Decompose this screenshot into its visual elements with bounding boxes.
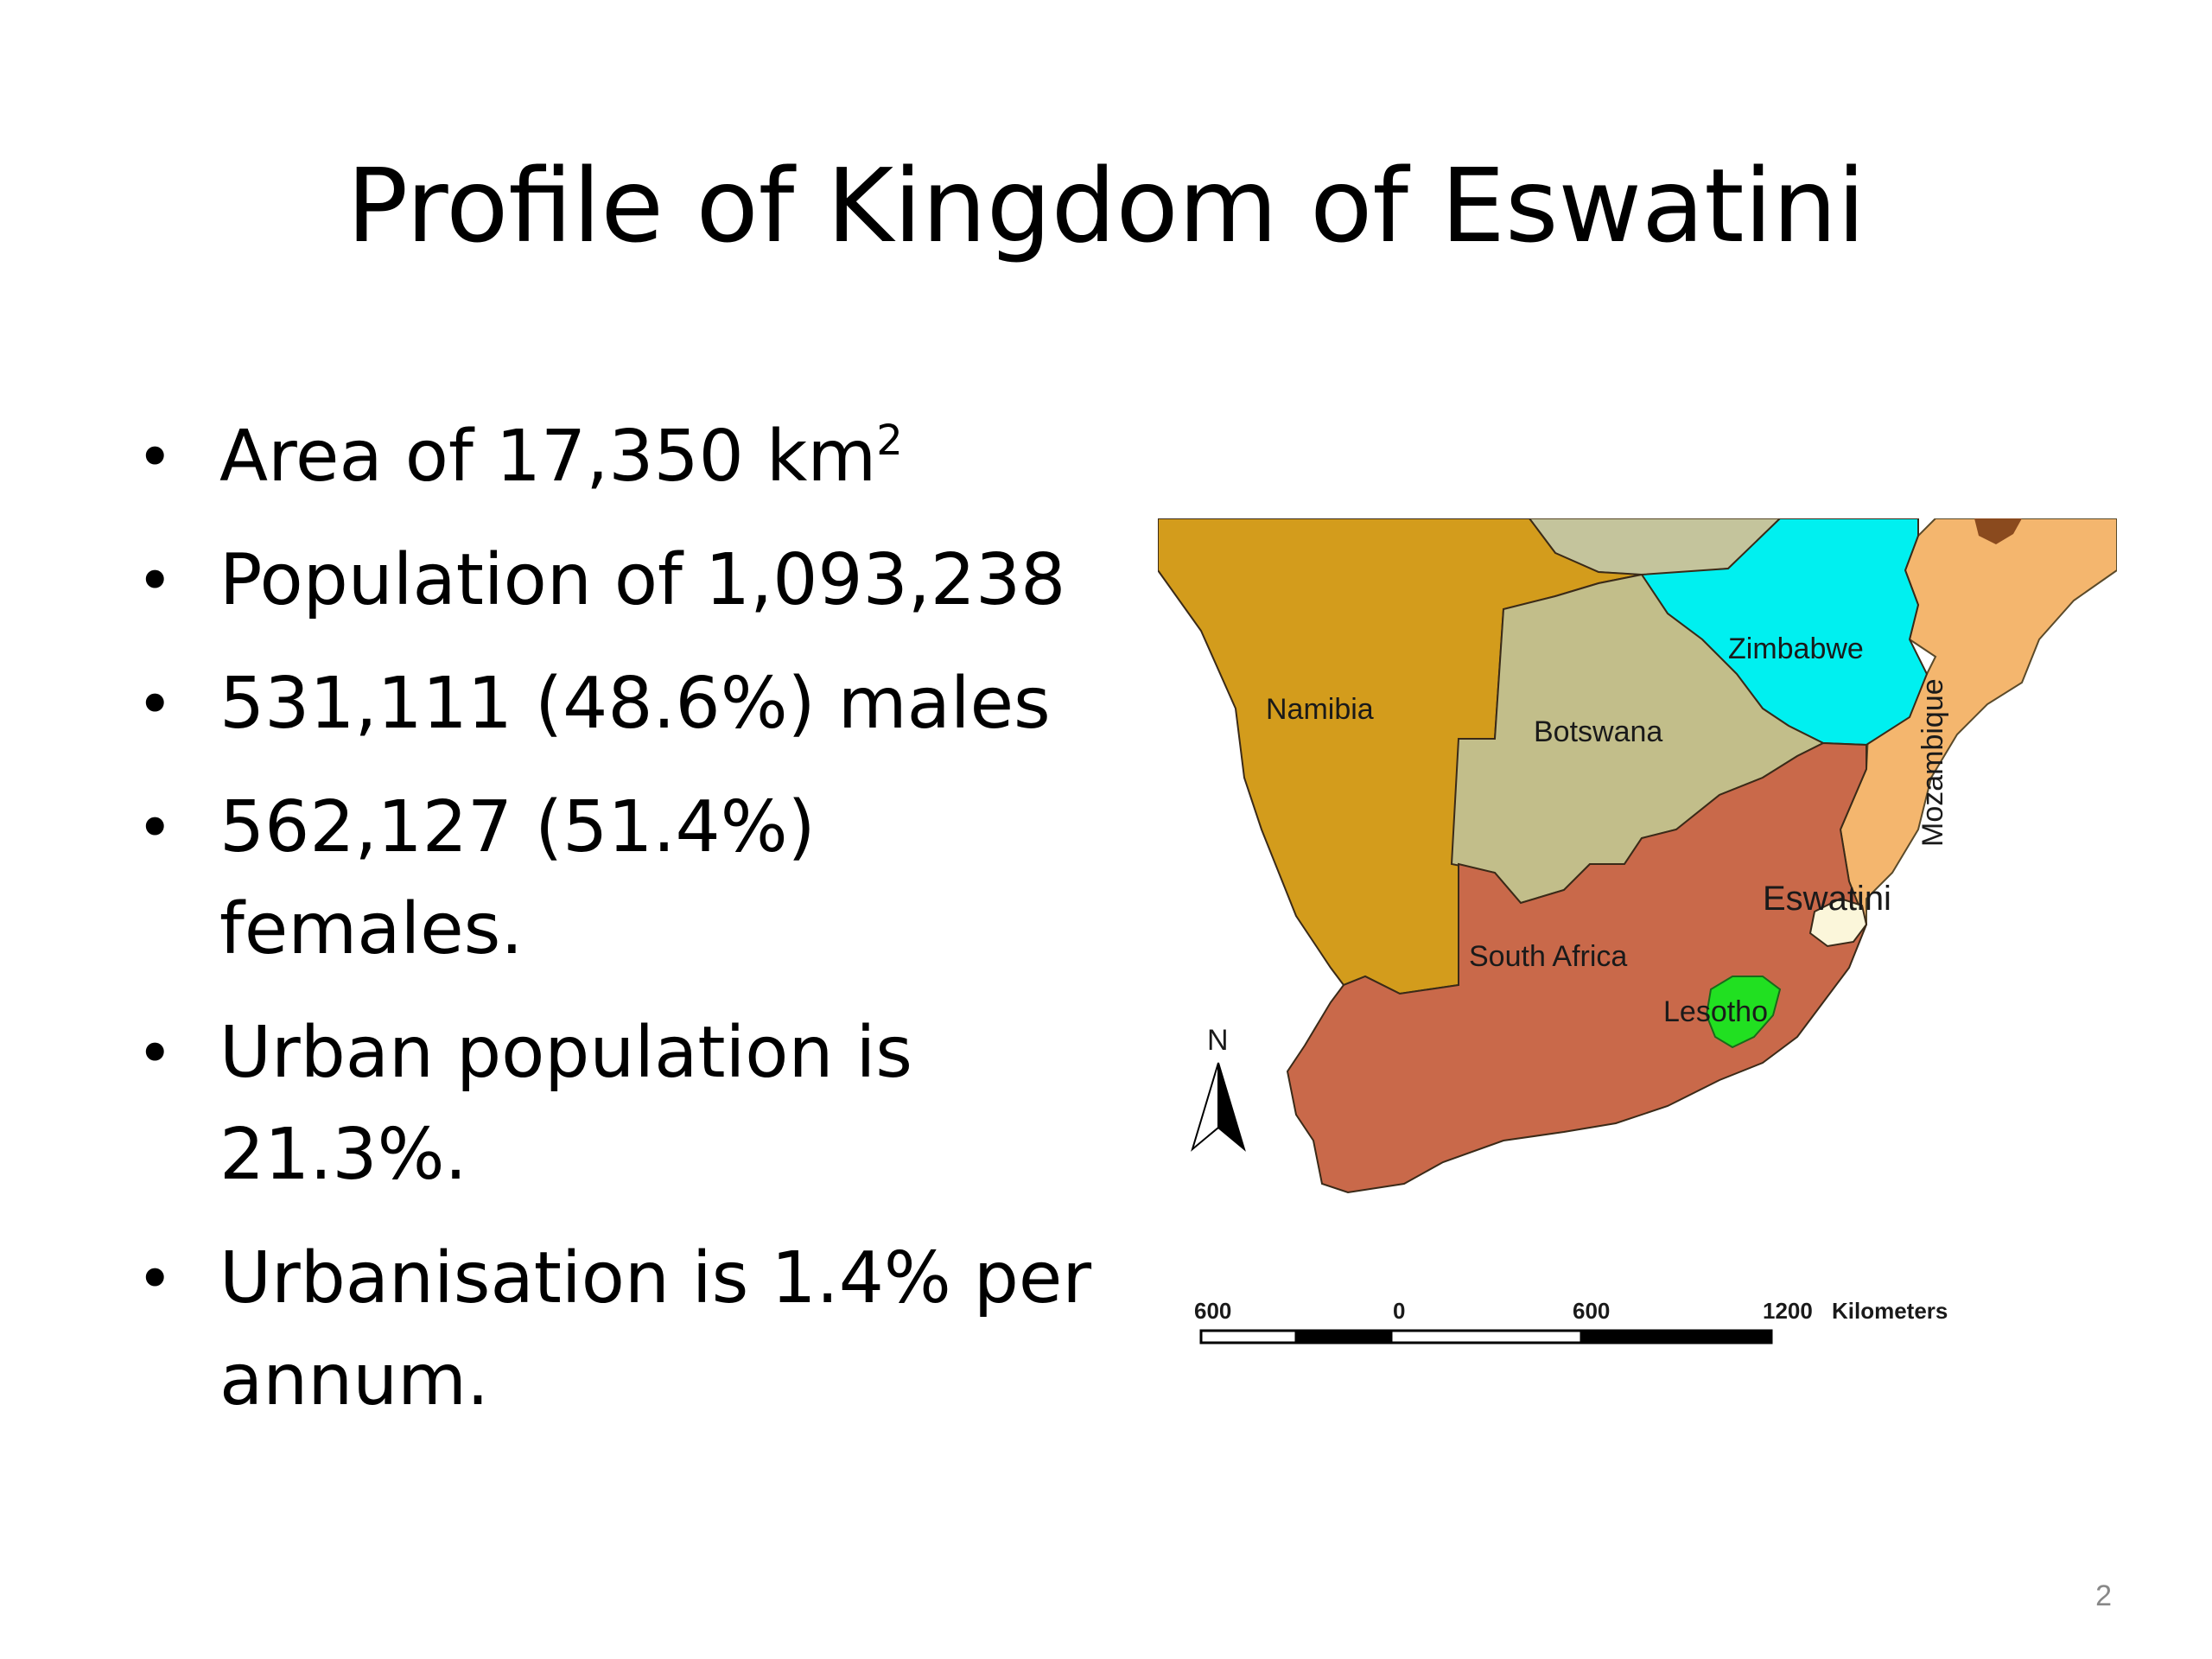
bullet-text: 562,127 (51.4%) females. [219, 786, 816, 970]
north-label: N [1207, 1024, 1229, 1057]
label-lesotho: Lesotho [1663, 995, 1768, 1028]
label-south-africa: South Africa [1469, 940, 1627, 973]
region-lesotho [1705, 976, 1782, 1049]
southern-africa-map: Namibia Botswana Zimbabwe Mozambique Sou… [1158, 518, 2117, 1382]
bullet-dot: • [137, 421, 174, 493]
map-svg: Namibia Botswana Zimbabwe Mozambique Sou… [1158, 518, 2117, 1344]
bullet-text: Urbanisation is 1.4% per annum. [219, 1237, 1092, 1421]
scale-segment [1294, 1329, 1393, 1344]
scale-tick-label-0: 0 [1393, 1298, 1405, 1324]
bullet-dot: • [137, 668, 174, 741]
scale-segment [1389, 1329, 1583, 1344]
scale-tick-label-600: 600 [1573, 1298, 1610, 1324]
label-eswatini: Eswatini [1763, 880, 1891, 918]
superscript-squared: 2 [876, 416, 903, 465]
scale-bar: 600 0 600 1200 Kilometers [1194, 1298, 1948, 1344]
region-south-africa [1286, 741, 1868, 1194]
slide-title: Profile of Kingdom of Eswatini [346, 146, 1866, 265]
bullet-item-urban-population: • Urban population is 21.3%. [130, 1002, 1123, 1206]
label-mozambique: Mozambique [1916, 678, 1949, 847]
region-eswatini [1808, 897, 1868, 948]
bullet-text: 531,111 (48.6%) males [219, 663, 1051, 745]
slide-number: 2 [2095, 1580, 2112, 1612]
bullet-dot: • [137, 544, 174, 617]
scale-tick-label-1200: 1200 [1763, 1298, 1813, 1324]
bullet-item-urbanisation: • Urbanisation is 1.4% per annum. [130, 1228, 1123, 1432]
bullet-dot: • [137, 1017, 174, 1090]
bullet-dot: • [137, 791, 174, 864]
bullet-text: Population of 1,093,238 [219, 539, 1066, 621]
label-namibia: Namibia [1266, 693, 1374, 726]
bullet-item-females: • 562,127 (51.4%) females. [130, 777, 1123, 981]
north-arrow-icon: N [1191, 1024, 1246, 1152]
label-zimbabwe: Zimbabwe [1728, 632, 1864, 665]
bullet-text: Urban population is 21.3%. [219, 1012, 912, 1196]
bullet-list: • Area of 17,350 km2 • Population of 1,093… [130, 406, 1123, 1453]
scale-tick-label-600-left: 600 [1194, 1298, 1231, 1324]
bullet-item-population: • Population of 1,093,238 [130, 530, 1123, 632]
bullet-item-area: • Area of 17,350 km2 [130, 406, 1123, 508]
scale-unit-label: Kilometers [1832, 1298, 1948, 1324]
bullet-item-males: • 531,111 (48.6%) males [130, 653, 1123, 755]
region-northeast-patch [1974, 518, 2022, 544]
scale-segment [1580, 1329, 1773, 1344]
north-arrow-left-half [1191, 1062, 1219, 1152]
bullet-text: Area of 17,350 km [219, 416, 877, 498]
label-botswana: Botswana [1534, 715, 1662, 748]
north-arrow-right-half [1217, 1062, 1246, 1152]
scale-segment [1199, 1329, 1298, 1344]
bullet-dot: • [137, 1243, 174, 1315]
